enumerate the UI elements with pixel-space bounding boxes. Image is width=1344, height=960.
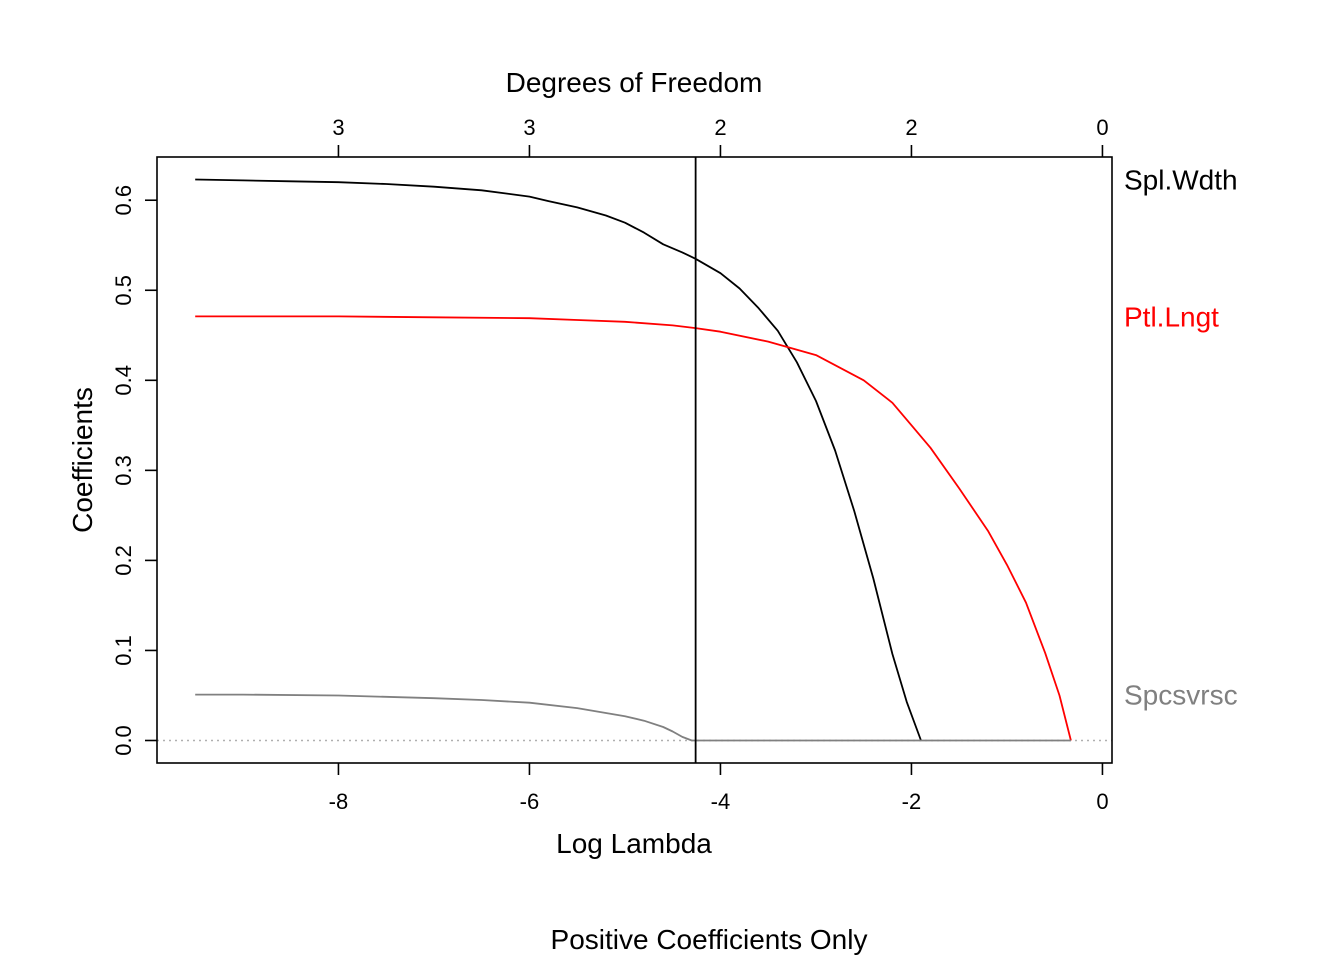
x-tick-label: -4 — [711, 789, 731, 814]
plot-layer — [157, 157, 1112, 763]
y-tick-label: 0.4 — [111, 365, 136, 396]
top-tick-label: 3 — [332, 115, 344, 140]
series-line-spcsvrsc — [195, 693, 1071, 742]
series-line-ptl-lngt — [195, 315, 1072, 741]
x-tick-label: -2 — [902, 789, 922, 814]
x-axis-title: Log Lambda — [556, 828, 712, 859]
y-tick-label: 0.5 — [111, 275, 136, 306]
series-label: Ptl.Lngt — [1124, 301, 1219, 332]
top-axis-title: Degrees of Freedom — [506, 67, 763, 98]
y-tick-label: 0.3 — [111, 455, 136, 486]
x-axis: -8 -6 -4 -2 0 — [329, 763, 1109, 814]
y-axis: 0.0 0.1 0.2 0.3 0.4 0.5 0.6 — [111, 185, 157, 756]
x-tick-label: 0 — [1096, 789, 1108, 814]
y-axis-title: Coefficients — [67, 387, 98, 533]
top-tick-label: 2 — [714, 115, 726, 140]
series-label: Spcsvrsc — [1124, 680, 1238, 711]
series-label: Spl.Wdth — [1124, 165, 1238, 196]
top-axis: 3 3 2 2 0 — [332, 115, 1109, 157]
y-tick-label: 0.2 — [111, 545, 136, 576]
plot-frame — [156, 156, 1113, 764]
y-tick-label: 0.6 — [111, 185, 136, 216]
x-tick-label: -8 — [329, 789, 349, 814]
series-line-spl-wdth — [195, 178, 922, 741]
x-tick-label: -6 — [520, 789, 540, 814]
top-tick-label: 0 — [1096, 115, 1108, 140]
y-tick-label: 0.1 — [111, 635, 136, 666]
top-tick-label: 2 — [905, 115, 917, 140]
series-labels: Spl.Wdth Ptl.Lngt Spcsvrsc — [1124, 165, 1238, 711]
y-tick-label: 0.0 — [111, 725, 136, 756]
top-tick-label: 3 — [523, 115, 535, 140]
chart-caption: Positive Coefficients Only — [551, 924, 868, 955]
